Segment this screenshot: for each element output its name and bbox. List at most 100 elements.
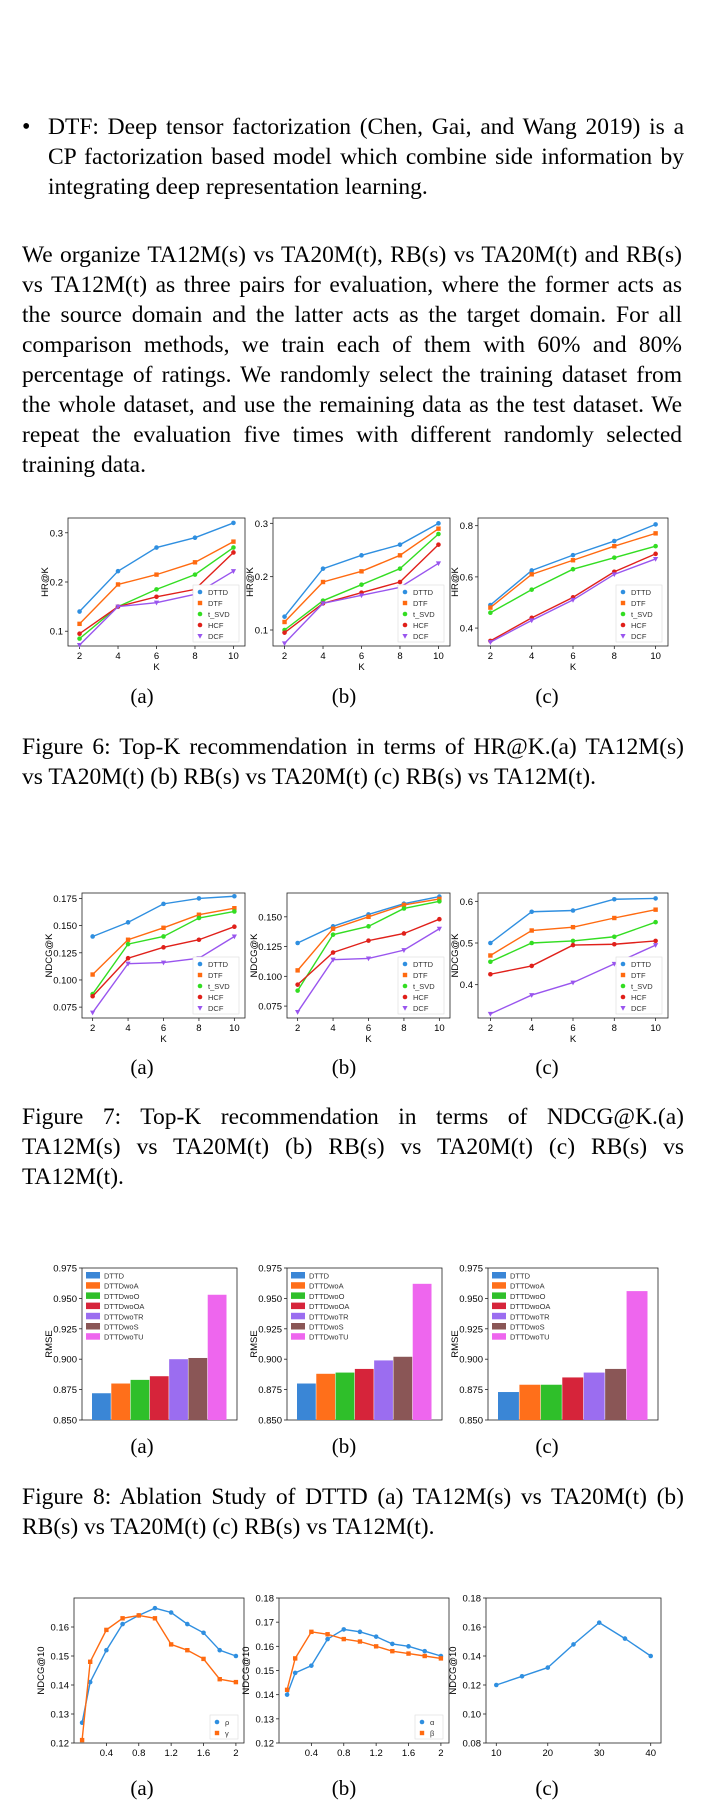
data-point: [125, 920, 131, 925]
x-tick-label: 0.4: [305, 1748, 318, 1759]
data-point: [152, 1605, 158, 1611]
data-point: [185, 1648, 190, 1653]
legend-marker: [620, 600, 626, 606]
legend-label: DTF: [208, 971, 223, 980]
data-point: [168, 1610, 174, 1615]
y-tick-label: 0.850: [258, 1416, 282, 1427]
legend-marker: [402, 994, 408, 1000]
data-point: [231, 545, 236, 550]
chart-fig7c: NDCG@K K 0.4 0.5 0.6 2 4 6 8 10 DTTD DTF t_SVD HCF DCF: [450, 892, 669, 1045]
y-tick-label: 0.925: [53, 1324, 77, 1335]
data-point: [390, 1641, 395, 1647]
y-tick-label: 0.1: [255, 626, 268, 637]
x-tick-label: 6: [154, 651, 159, 662]
data-point: [295, 982, 300, 987]
data-point: [570, 908, 576, 913]
data-point: [115, 568, 121, 574]
chart-fig9a: NDCG@10 0.12 0.13 0.14 0.15 0.16 0.4 0.8 1.2 1.6 2…: [36, 1597, 245, 1759]
y-tick-label: 0.950: [53, 1294, 77, 1305]
y-tick-label: 0.16: [256, 1642, 275, 1653]
legend-label: DTTD: [208, 960, 229, 969]
y-tick-label: 0.18: [463, 1594, 482, 1605]
data-point: [230, 569, 237, 574]
legend-swatch: [86, 1323, 100, 1330]
data-point: [529, 993, 535, 998]
chart-fig6c: HR@K K 0.4 0.6 0.8 2 4 6 8 10 DTTD DTF t_SVD HCF DCF: [450, 517, 669, 673]
legend-label: DTTD: [631, 960, 652, 969]
y-tick-label: 0.925: [459, 1324, 483, 1335]
legend-swatch: [492, 1272, 506, 1279]
y-tick-label: 0.1: [50, 627, 63, 638]
legend-marker: [620, 611, 626, 617]
chart-fig6b: HR@K K 0.1 0.2 0.3 2 4 6 8 10 DTTD DTF t_SVD HCF DCF: [245, 517, 451, 673]
chart-fig9b: NDCG@10 0.12 0.13 0.14 0.15 0.16 0.17 0.18 0.4 0.…: [241, 1594, 450, 1759]
data-point: [115, 604, 121, 610]
bar-DTTDwoO: [335, 1372, 355, 1420]
legend-swatch: [492, 1323, 506, 1330]
x-axis-label: K: [570, 662, 577, 673]
y-tick-label: 0.075: [53, 1003, 77, 1014]
data-point: [401, 906, 407, 911]
data-point: [196, 937, 202, 943]
y-axis-label: RMSE: [44, 1330, 55, 1357]
legend-swatch: [492, 1292, 506, 1299]
x-tick-label: 10: [229, 1023, 240, 1034]
x-tick-label: 2: [77, 651, 82, 662]
data-point: [320, 566, 326, 571]
data-point: [488, 610, 493, 616]
x-tick-label: 10: [491, 1748, 502, 1759]
x-tick-label: 4: [330, 1023, 335, 1034]
data-point: [309, 1629, 314, 1635]
x-tick-label: 0.8: [337, 1748, 350, 1759]
data-point: [120, 1621, 125, 1627]
y-tick-label: 0.150: [53, 921, 77, 932]
legend-label: DTTD: [208, 588, 229, 597]
data-point: [488, 605, 493, 610]
x-tick-label: 8: [397, 651, 402, 662]
legend-swatch: [291, 1272, 305, 1279]
data-point: [401, 902, 407, 908]
legend-label: DTTDwoTU: [309, 1333, 349, 1342]
data-point: [154, 545, 159, 550]
legend-swatch: [492, 1333, 506, 1340]
data-point: [320, 579, 326, 585]
legend-label: t_SVD: [208, 610, 230, 619]
data-point: [125, 961, 131, 967]
legend-swatch: [86, 1292, 100, 1299]
data-point: [653, 938, 658, 944]
data-point: [325, 1632, 330, 1637]
data-point: [325, 1636, 330, 1642]
data-point: [77, 609, 82, 614]
legend-label: DCF: [208, 632, 224, 641]
legend-label: DTTDwoS: [309, 1323, 344, 1332]
data-point: [232, 893, 237, 899]
x-tick-label: 4: [529, 651, 534, 662]
data-point: [570, 924, 576, 930]
legend-marker: [620, 983, 626, 989]
bar-DTTDwoS: [393, 1356, 413, 1420]
figure-8-caption: Figure 8: Ablation Study of DTTD (a) TA1…: [22, 1484, 684, 1540]
y-tick-label: 0.875: [258, 1385, 282, 1396]
y-tick-label: 0.4: [460, 624, 473, 635]
data-point: [77, 636, 82, 641]
x-tick-label: 6: [366, 1023, 371, 1034]
data-point: [201, 1630, 206, 1636]
data-point: [529, 963, 534, 969]
sublabel-9a: (a): [130, 1776, 154, 1800]
x-tick-label: 8: [612, 651, 617, 662]
y-tick-label: 0.16: [51, 1623, 70, 1634]
bar-DTTDwoTR: [374, 1360, 393, 1420]
bar-DTTDwoA: [111, 1383, 131, 1420]
legend-marker: [402, 622, 408, 628]
legend-marker: [402, 600, 408, 606]
data-point: [125, 937, 131, 942]
data-point: [232, 909, 237, 914]
legend-label: DTTDwoTR: [104, 1312, 144, 1321]
data-point: [529, 928, 534, 933]
data-point: [519, 1674, 525, 1679]
data-point: [192, 572, 198, 577]
legend-marker: [197, 622, 203, 628]
data-point: [330, 926, 336, 931]
legend-marker: [214, 1719, 220, 1725]
y-tick-label: 0.4: [460, 980, 473, 991]
